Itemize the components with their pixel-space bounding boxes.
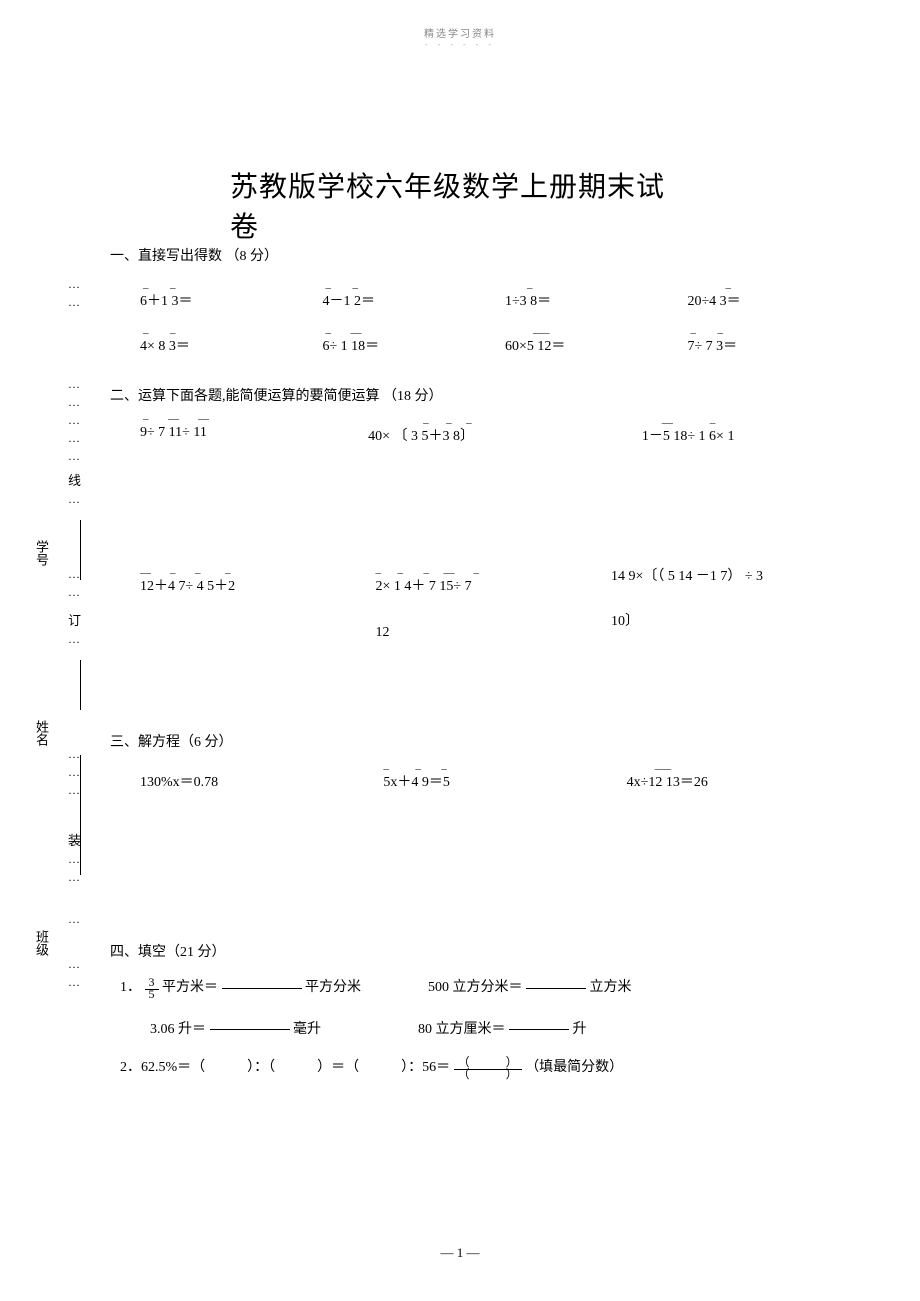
q2-item: –––40× 〔 3 5＋3 8〕 — [368, 425, 642, 445]
q2-item: –––––12＋4 7÷ 4 5＋2 — [140, 575, 375, 641]
binding-dots: ……… — [68, 745, 80, 799]
binding-line — [80, 660, 81, 710]
section2-heading: 二、运算下面各题,能简便运算的要简便运算 （18 分） — [110, 385, 870, 405]
binding-dots: …………… — [68, 375, 80, 465]
header-watermark: 精选学习资料 — [424, 25, 496, 40]
q4-item1: 1． 35 平方米＝ 平方分米 500 立方分米＝ 立方米 — [110, 976, 870, 1000]
binding-dots: … — [68, 490, 80, 508]
q3-item: 130%x＝0.78 — [140, 771, 383, 791]
q2-item: –––1－5 18÷ 1 6× 1 — [642, 425, 870, 445]
q1-item: ––4× 8 3＝ — [140, 335, 323, 355]
label-student-number: 学号 — [32, 540, 51, 566]
q1-item: ––7÷ 7 3＝ — [688, 335, 871, 355]
q2-item: –––––– 2× 1 4＋ 7 15÷ 7 12 — [375, 575, 610, 641]
header-dashes: - - - - - - — [425, 40, 495, 49]
q1-item: –20÷4 3＝ — [688, 290, 871, 310]
q3-item: –––5x＋4 9＝5 — [383, 771, 626, 791]
label-name: 姓名 — [32, 720, 51, 746]
q2-item: –––––9÷ 7 11÷ 11 — [140, 425, 368, 445]
binding-dots: …… — [68, 275, 80, 311]
content-area: 一、直接写出得数 （8 分） ––6＋1 3＝ ––4－1 2＝ –1÷3 8＝… — [110, 225, 870, 1098]
section3-heading: 三、解方程（6 分） — [110, 731, 870, 751]
binding-mark-ding: 订 — [68, 610, 81, 629]
section1-heading: 一、直接写出得数 （8 分） — [110, 245, 870, 265]
q1-item: ––6＋1 3＝ — [140, 290, 323, 310]
label-class: 班级 — [32, 930, 51, 956]
q3-item: –––4x÷12 13＝26 — [627, 771, 870, 791]
binding-dots: … — [68, 910, 80, 928]
binding-dots: …… — [68, 850, 80, 886]
q1-item: ––4－1 2＝ — [323, 290, 506, 310]
binding-dots: …… — [68, 565, 80, 601]
binding-mark-xian: 线 — [68, 470, 81, 489]
binding-dots: …… — [68, 955, 80, 991]
binding-line — [80, 755, 81, 875]
q1-item: –––60×5 12＝ — [505, 335, 688, 355]
q4-item1b: 3.06 升＝ 毫升 80 立方厘米＝ 升 — [110, 1018, 870, 1038]
q1-item: –––6÷ 1 18＝ — [323, 335, 506, 355]
q2-item: 14 9×〔（ 5 14 －1 7） ÷ 3 10〕 — [611, 575, 870, 641]
binding-dots: … — [68, 630, 80, 648]
q1-item: –1÷3 8＝ — [505, 290, 688, 310]
binding-line — [80, 520, 81, 580]
section4-heading: 四、填空（21 分） — [110, 941, 870, 961]
page-number: — 1 — — [441, 1245, 480, 1261]
q4-item2: 2．62.5%＝（ ）：（ ）＝（ ）：56＝ （ ）（ ） （填最简分数） — [110, 1056, 870, 1080]
